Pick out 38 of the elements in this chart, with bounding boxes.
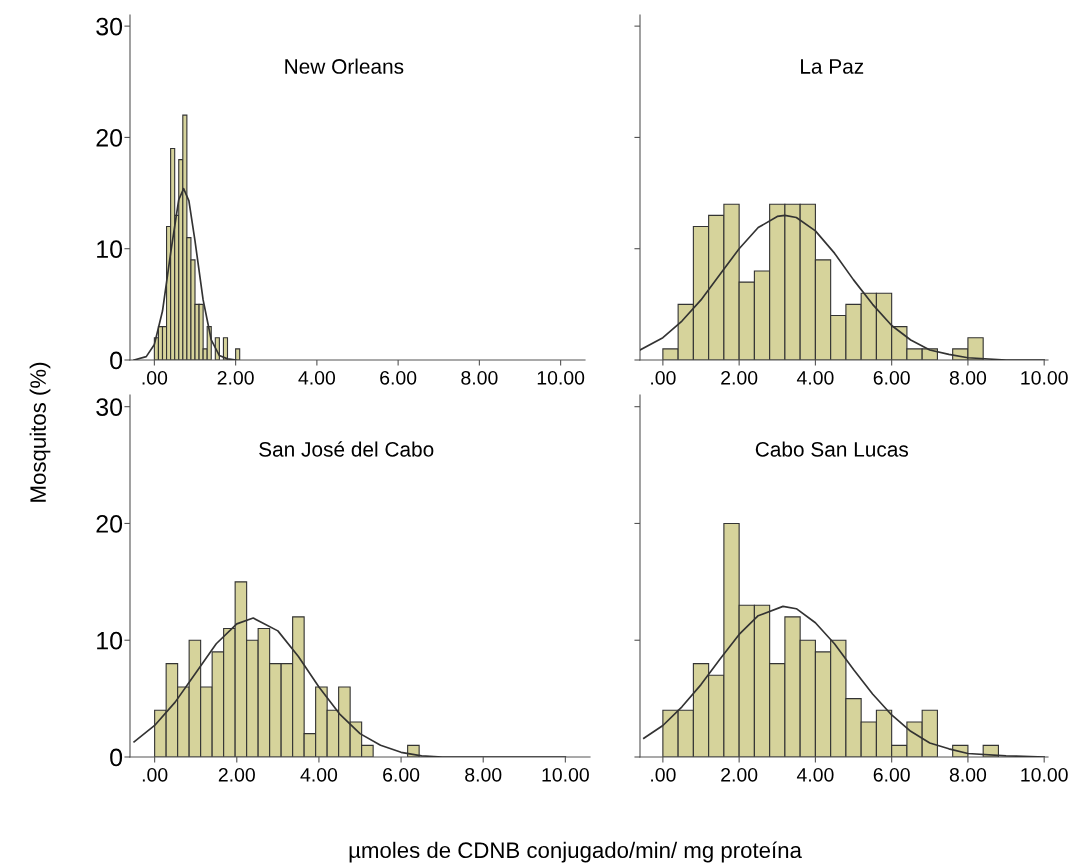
x-tick-label: 8.00 [465, 767, 502, 782]
y-tick-label: 30 [96, 17, 123, 36]
x-tick-label: 6.00 [383, 767, 420, 782]
text: La Paz [801, 59, 864, 74]
x-tick-label: 6.00 [873, 370, 910, 385]
x-tick-label: 2.00 [217, 370, 254, 385]
x-tick-label: 4.00 [298, 370, 336, 385]
y-tick-label: 20 [96, 515, 123, 533]
y-tick-label: 20 [96, 129, 123, 147]
x-tick-label: 8.00 [949, 767, 987, 782]
x-tick-label: .00 [142, 370, 168, 385]
x-tick-label: 2.00 [721, 370, 758, 385]
x-tick-label: 4.00 [796, 767, 834, 782]
x-axis-title: µmoles de CDNB conjugado/min/ mg proteína [349, 841, 802, 863]
text: San José del Cabo [259, 441, 434, 457]
x-tick-label: 6.00 [873, 767, 910, 782]
x-tick-label: 8.00 [461, 370, 498, 385]
x-tick-label: 4.00 [300, 767, 338, 782]
text: New Orleans [285, 58, 404, 74]
x-tick-label: 8.00 [949, 370, 987, 385]
x-tick-label: 10.00 [542, 767, 589, 782]
y-axis-title: Mosquitos (%) [29, 362, 51, 502]
x-tick-label: 4.00 [796, 370, 834, 385]
x-tick-label: 10.00 [537, 370, 585, 385]
y-tick-label: 0 [110, 351, 123, 370]
x-tick-label: 2.00 [218, 767, 255, 782]
x-tick-label: 10.00 [1021, 767, 1068, 782]
text: Cabo San Lucas [755, 441, 909, 457]
x-tick-label: .00 [142, 767, 168, 782]
y-tick-label: 30 [96, 398, 123, 416]
y-tick-label: 10 [97, 631, 123, 650]
x-tick-label: 10.00 [1021, 370, 1068, 385]
y-tick-label: 0 [110, 748, 123, 767]
x-tick-label: .00 [651, 767, 676, 782]
x-tick-label: .00 [651, 370, 676, 385]
x-tick-label: 6.00 [380, 370, 417, 385]
y-tick-label: 10 [97, 240, 123, 259]
x-tick-label: 2.00 [721, 767, 758, 782]
